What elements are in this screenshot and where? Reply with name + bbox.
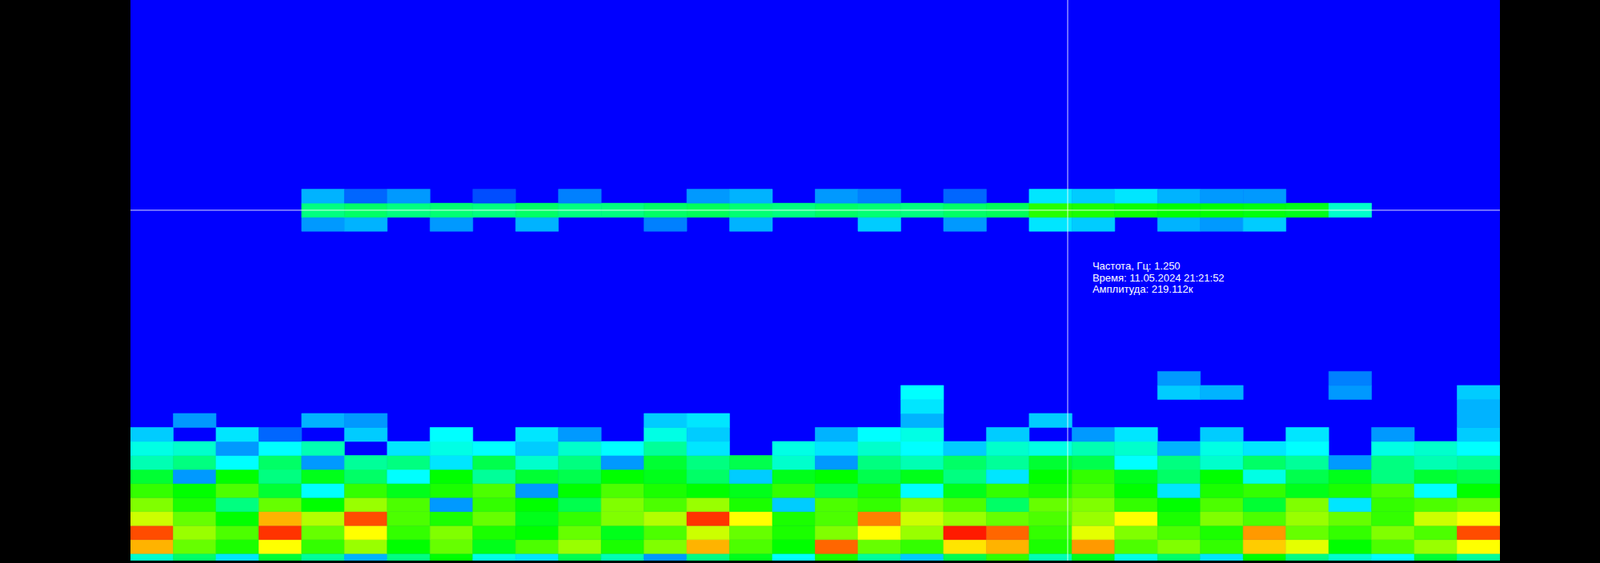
svg-text:Амплитуда: 219.112к: Амплитуда: 219.112к <box>1092 283 1194 296</box>
svg-text:Время: 11.05.2024 21:21:52: Время: 11.05.2024 21:21:52 <box>1092 272 1225 285</box>
svg-text:Частота, Гц: 1.250: Частота, Гц: 1.250 <box>1092 260 1181 273</box>
